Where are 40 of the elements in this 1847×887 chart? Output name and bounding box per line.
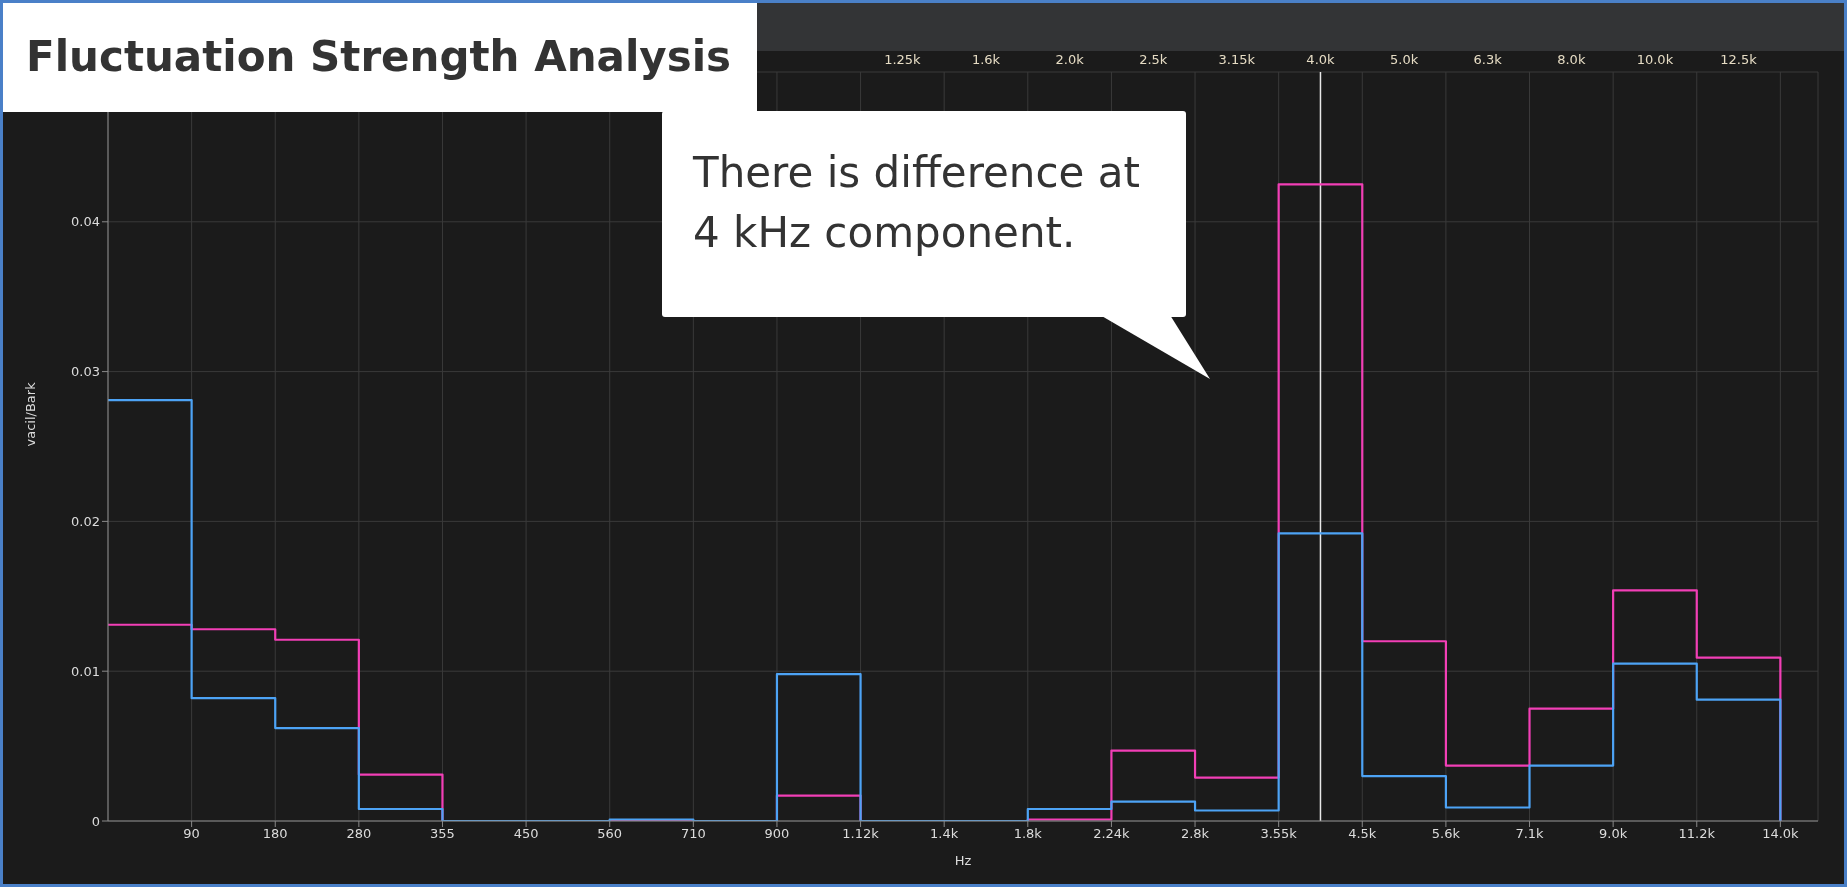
x-tick-label: 3.15k (1218, 52, 1256, 67)
x-tick-label: 560 (597, 826, 623, 842)
x-tick-label: 900 (764, 826, 790, 842)
x-tick-label: 5.6k (1431, 826, 1461, 842)
y-tick-label: 0.02 (71, 514, 100, 530)
x-tick-label: 5.0k (1389, 52, 1419, 67)
x-tick-label: 1.25k (884, 52, 922, 67)
annotation: There is difference at 4 kHz component. (693, 147, 1141, 259)
x-tick-label: 2.8k (1180, 826, 1210, 842)
x-tick-label: 7.1k (1515, 826, 1545, 842)
x-tick-label: 4.5k (1348, 826, 1377, 842)
chart-title: Fluctuation Strength Analysis (26, 31, 732, 81)
y-tick-label: 0.04 (71, 214, 100, 230)
x-tick-label: 180 (262, 826, 288, 842)
x-tick-label: 280 (346, 826, 372, 842)
x-tick-label: 2.5k (1139, 52, 1168, 67)
x-tick-label: 3.55k (1260, 826, 1298, 842)
x-tick-label: 8.0k (1557, 52, 1586, 67)
y-tick-label: 0.03 (71, 364, 100, 380)
x-tick-label: 1.6k (971, 52, 1001, 67)
x-tick-label: 2.24k (1093, 826, 1131, 842)
x-tick-label: 1.4k (930, 826, 959, 842)
x-tick-label: 2.0k (1055, 52, 1085, 67)
x-tick-label: 4.0k (1306, 52, 1336, 67)
x-tick-label: 1.12k (842, 826, 880, 842)
x-tick-label: 90 (183, 826, 200, 842)
x-tick-label: 12.5k (1720, 52, 1758, 67)
y-tick-label: 0.01 (71, 663, 100, 679)
x-tick-label: 6.3k (1473, 52, 1503, 67)
x-tick-label: 1.8k (1013, 826, 1043, 842)
x-tick-label: 11.2k (1678, 826, 1716, 842)
x-tick-label: 14.0k (1762, 826, 1800, 842)
x-tick-label: 710 (680, 826, 706, 842)
x-tick-label: 10.0k (1636, 52, 1674, 67)
x-tick-label: 9.0k (1599, 826, 1628, 842)
x-axis-title: Hz (954, 853, 972, 868)
x-tick-label: 355 (430, 826, 455, 842)
y-axis-title: vacil/Bark (22, 381, 38, 447)
y-tick-label: 0 (91, 813, 100, 829)
x-tick-label: 450 (513, 826, 539, 842)
